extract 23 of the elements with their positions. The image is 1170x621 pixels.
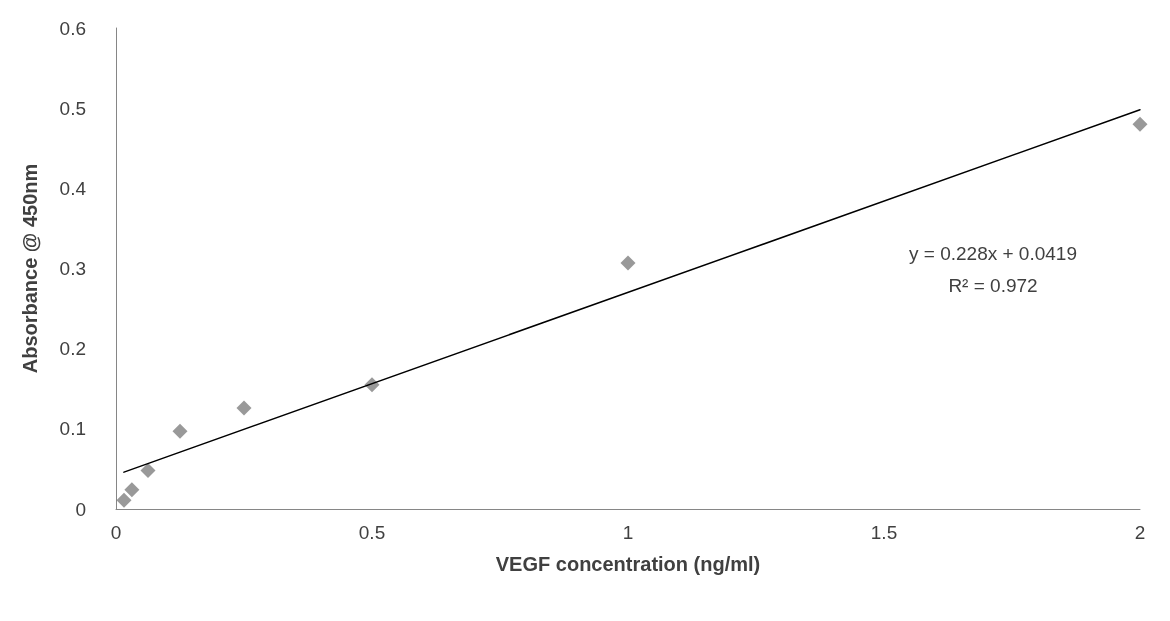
y-tick-label: 0.4 <box>59 177 87 199</box>
point <box>116 492 132 508</box>
y-tick-label: 0.6 <box>59 17 86 39</box>
point <box>140 463 156 479</box>
annotation: R² = 0.972 <box>948 275 1038 296</box>
y-axis-title: Absorbance @ 450nm <box>19 163 41 374</box>
point <box>124 482 140 498</box>
y-tick-label: 0.1 <box>59 418 86 440</box>
x-tick-label: 1.5 <box>870 522 898 543</box>
point <box>1132 116 1148 132</box>
x-tick-label: 0.5 <box>358 522 386 543</box>
point <box>172 423 188 439</box>
y-tick-label: 0.2 <box>59 338 86 360</box>
y-tick-label: 0 <box>75 498 86 520</box>
x-tick-label: 2 <box>1134 522 1146 543</box>
y-tick-label: 0.3 <box>59 258 86 279</box>
x-tick-label: 1 <box>622 522 634 543</box>
y-tick-label: 0.5 <box>59 97 86 119</box>
x-tick-label: 0 <box>110 522 122 543</box>
point <box>620 255 636 271</box>
point <box>236 400 252 416</box>
x-axis-title: VEGF concentration (ng/ml) <box>495 553 761 575</box>
annotation: y = 0.228x + 0.0419 <box>909 243 1077 264</box>
